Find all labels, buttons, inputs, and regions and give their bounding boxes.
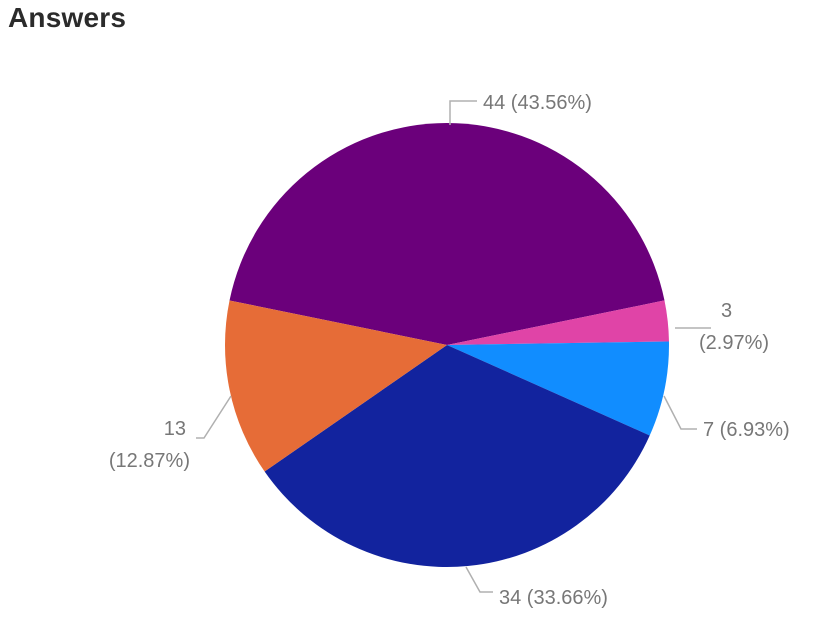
data-label: 3 — [721, 300, 732, 322]
pie-slice-7[interactable] — [447, 341, 669, 436]
leader-line — [449, 100, 477, 125]
pie-slice-13[interactable] — [225, 300, 447, 472]
pie-slice-3[interactable] — [447, 300, 669, 345]
data-label: (12.87%) — [109, 450, 190, 472]
data-label: 44 (43.56%) — [483, 92, 592, 114]
pie-slice-34[interactable] — [264, 345, 650, 567]
data-label: 7 (6.93%) — [703, 419, 790, 441]
leader-line — [465, 566, 493, 593]
leader-line — [663, 395, 697, 430]
pie-slice-44[interactable] — [229, 123, 665, 346]
data-label: (2.97%) — [699, 332, 769, 354]
data-label: 34 (33.66%) — [499, 587, 608, 609]
data-label: 13 — [164, 418, 186, 440]
chart-title: Answers — [8, 2, 127, 33]
leader-line — [196, 395, 232, 439]
